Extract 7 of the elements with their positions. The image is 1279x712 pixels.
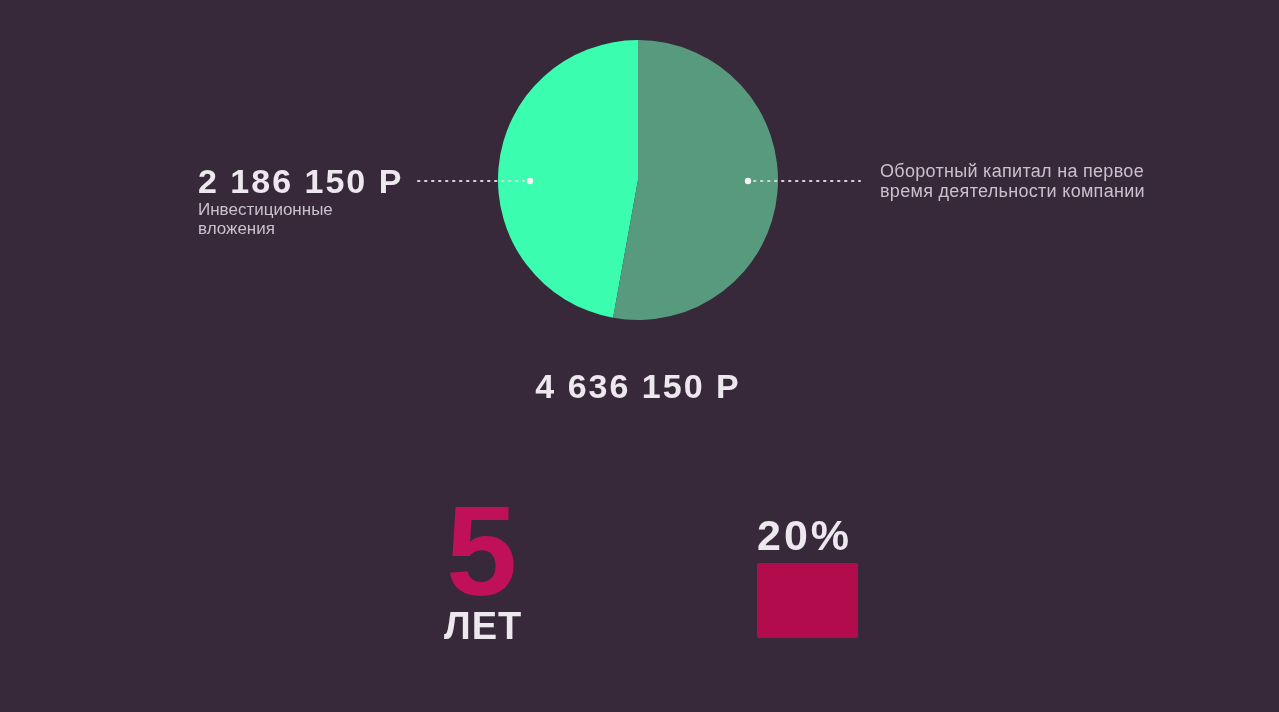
slice-label: Оборотный капитал на первое время деятельности компании — [880, 161, 1146, 201]
slice-label: Инвестиционные вложения — [198, 200, 334, 238]
pie-slice — [613, 40, 778, 320]
text: 4 636 150 Р — [534, 367, 742, 405]
data-label: 2 186 150 Р — [198, 162, 404, 200]
pie-slice — [498, 40, 638, 318]
text: 20% — [757, 511, 853, 559]
